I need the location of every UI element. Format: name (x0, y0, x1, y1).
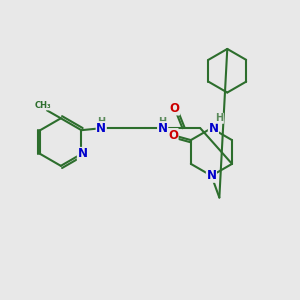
Text: N: N (96, 122, 106, 135)
Text: H: H (159, 117, 167, 127)
Text: H: H (215, 113, 223, 123)
Text: O: O (168, 129, 178, 142)
Text: N: N (206, 169, 216, 182)
Text: N: N (77, 148, 87, 160)
Text: CH₃: CH₃ (35, 101, 51, 110)
Text: N: N (158, 122, 168, 135)
Text: O: O (169, 102, 180, 115)
Text: N: N (208, 122, 218, 135)
Text: H: H (97, 117, 105, 127)
